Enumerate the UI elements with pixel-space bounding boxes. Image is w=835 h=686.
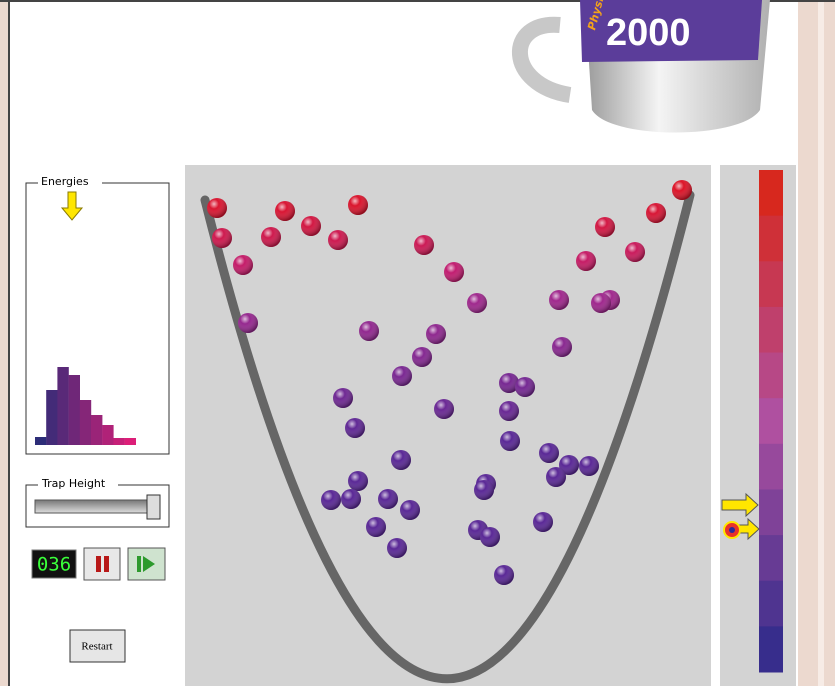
right-border-stripe <box>818 0 824 686</box>
color-bar-segment <box>759 307 783 353</box>
histogram-bar <box>35 437 46 445</box>
play-icon <box>137 556 141 572</box>
atom-shading <box>591 293 611 313</box>
histogram-bar <box>102 425 113 445</box>
atom-shading <box>345 418 365 438</box>
left-border-line <box>8 0 10 686</box>
color-bar-segment <box>759 444 783 490</box>
color-bar-segment <box>759 261 783 307</box>
color-bar-segment <box>759 535 783 581</box>
atom-shading <box>233 255 253 275</box>
histogram-bar <box>46 390 57 445</box>
atom-shading <box>625 242 645 262</box>
histogram-bar <box>113 438 124 445</box>
average-marker-center <box>729 527 735 533</box>
atom-shading <box>414 235 434 255</box>
atom-shading <box>348 195 368 215</box>
atom-shading <box>539 443 559 463</box>
restart-label: Restart <box>81 641 112 653</box>
atom-shading <box>646 203 666 223</box>
trap-height-track <box>35 500 155 513</box>
atom-shading <box>366 517 386 537</box>
right-border <box>798 0 835 686</box>
atom-shading <box>238 313 258 333</box>
color-bar-segment <box>759 353 783 399</box>
atom-shading <box>261 227 281 247</box>
atom-shading <box>207 198 227 218</box>
energy-color-bar <box>759 170 783 673</box>
mug-text: 2000 <box>606 12 691 54</box>
atom-shading <box>576 251 596 271</box>
atom-shading <box>359 321 379 341</box>
atom-shading <box>341 489 361 509</box>
histogram-bar <box>69 375 80 445</box>
atom-shading <box>391 450 411 470</box>
atom-shading <box>333 388 353 408</box>
atom-shading <box>434 399 454 419</box>
atom-shading <box>552 337 572 357</box>
atom-shading <box>480 527 500 547</box>
histogram-bar <box>80 400 91 445</box>
pause-icon <box>104 556 109 572</box>
histogram-bar <box>57 367 68 445</box>
atom-shading <box>672 180 692 200</box>
color-bar-segment <box>759 581 783 627</box>
atom-shading <box>474 480 494 500</box>
color-bar-segment <box>759 489 783 535</box>
left-border <box>0 0 9 686</box>
atom-shading <box>444 262 464 282</box>
atom-shading <box>426 324 446 344</box>
color-bar-segment <box>759 170 783 216</box>
atom-shading <box>499 401 519 421</box>
applet-screen: Physics 2000 Energies Trap Height 036 Re… <box>0 0 835 686</box>
atom-shading <box>212 228 232 248</box>
pause-icon <box>96 556 101 572</box>
energies-label: Energies <box>41 175 89 188</box>
histogram-bar <box>125 438 136 445</box>
atom-shading <box>378 489 398 509</box>
color-bar-segment <box>759 216 783 262</box>
atom-shading <box>348 471 368 491</box>
pause-button[interactable] <box>84 548 120 580</box>
atom-shading <box>321 490 341 510</box>
atom-shading <box>515 377 535 397</box>
color-bar-segment <box>759 626 783 672</box>
atom-shading <box>595 217 615 237</box>
trap-height-thumb[interactable] <box>147 495 160 519</box>
atom-shading <box>301 216 321 236</box>
atom-shading <box>500 431 520 451</box>
atom-shading <box>467 293 487 313</box>
atom-shading <box>579 456 599 476</box>
energy-scale-panel <box>720 165 796 686</box>
color-bar-segment <box>759 398 783 444</box>
atom-shading <box>546 467 566 487</box>
atom-shading <box>549 290 569 310</box>
atom-shading <box>400 500 420 520</box>
atom-shading <box>275 201 295 221</box>
counter: 036 <box>37 554 71 576</box>
atom-shading <box>328 230 348 250</box>
atom-shading <box>533 512 553 532</box>
atom-shading <box>392 366 412 386</box>
histogram-bar <box>91 415 102 445</box>
atom-shading <box>412 347 432 367</box>
atom-shading <box>387 538 407 558</box>
atom-shading <box>494 565 514 585</box>
trap-height-label: Trap Height <box>41 477 106 490</box>
